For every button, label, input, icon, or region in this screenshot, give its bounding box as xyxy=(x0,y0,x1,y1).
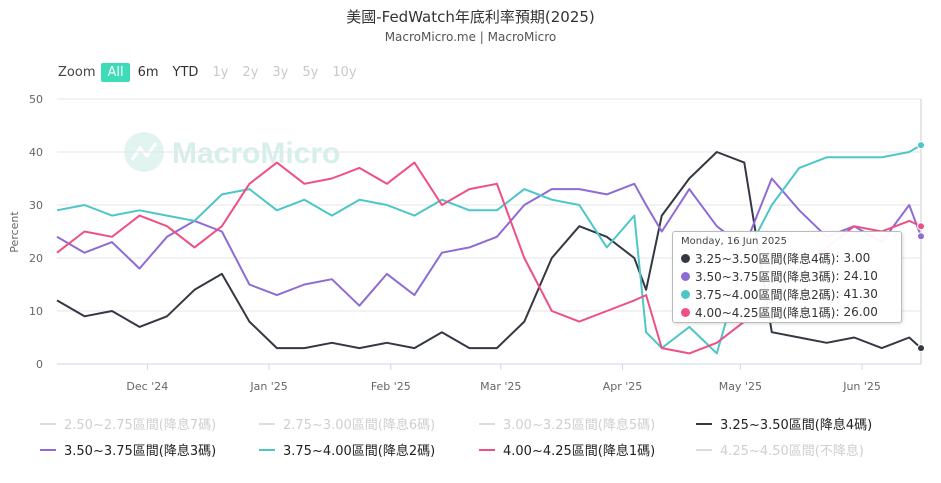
series-dot-icon xyxy=(681,271,690,281)
y-tick-label: 20 xyxy=(29,252,43,265)
legend-label: 2.50~2.75區間(降息7碼) xyxy=(64,418,217,433)
zoom-button-5y[interactable]: 5y xyxy=(302,64,319,80)
tooltip-separator: : xyxy=(835,269,840,283)
legend-label: 4.00~4.25區間(降息1碼) xyxy=(503,444,656,459)
series-line[interactable] xyxy=(56,151,922,350)
legend-line-icon xyxy=(696,422,712,425)
tooltip-date: Monday, 16 Jun 2025 xyxy=(681,236,787,247)
watermark-text: MacroMicro xyxy=(172,137,340,170)
legend-item[interactable]: 4.25~4.50區間(不降息) xyxy=(696,440,864,459)
legend-line-icon xyxy=(696,448,712,451)
zoom-button-6m[interactable]: 6m xyxy=(137,64,159,80)
legend-line-icon xyxy=(40,448,56,451)
tooltip-separator: : xyxy=(835,251,840,265)
tooltip-series-label: 3.75~4.00區間(降息2碼) xyxy=(695,287,836,302)
tooltip-row: 4.00~4.25區間(降息1碼):26.00 xyxy=(681,303,893,321)
y-axis-label: Percent xyxy=(8,211,21,253)
legend-label: 2.75~3.00區間(降息6碼) xyxy=(283,418,436,433)
tooltip-series-label: 3.50~3.75區間(降息3碼) xyxy=(695,269,836,284)
x-tick-label: Jan '25 xyxy=(249,380,287,393)
zoom-button-ytd[interactable]: YTD xyxy=(172,64,199,80)
legend-label: 3.75~4.00區間(降息2碼) xyxy=(283,444,436,459)
legend-item[interactable]: 2.75~3.00區間(降息6碼) xyxy=(259,414,435,433)
series-dot-icon xyxy=(681,253,690,263)
y-tick-label: 40 xyxy=(29,146,43,159)
tooltip-series-value: 41.30 xyxy=(843,287,878,301)
legend-line-icon xyxy=(479,448,495,451)
line-chart: MacroMicro Dec '24 Jan '25 Feb '25 Mar '25 A… xyxy=(8,93,925,393)
legend-label: 3.50~3.75區間(降息3碼) xyxy=(64,444,217,459)
series-dot-icon xyxy=(681,289,690,299)
legend-item[interactable]: 3.75~4.00區間(降息2碼) xyxy=(259,440,435,459)
series-dot-icon xyxy=(681,307,690,317)
tooltip-row: 3.25~3.50區間(降息4碼):3.00 xyxy=(681,249,893,267)
tooltip: Monday, 16 Jun 2025 3.25~3.50區間(降息4碼):3.… xyxy=(672,231,902,323)
zoom-button-10y[interactable]: 10y xyxy=(332,64,357,80)
x-tick-label: Mar '25 xyxy=(480,380,521,393)
legend-item[interactable]: 2.50~2.75區間(降息7碼) xyxy=(40,414,216,433)
zoom-label: Zoom xyxy=(58,64,96,80)
x-tick-label: Feb '25 xyxy=(371,380,411,393)
zoom-button-3y[interactable]: 3y xyxy=(272,64,289,80)
x-tick-label: May '25 xyxy=(719,380,762,393)
legend-line-icon xyxy=(40,422,56,425)
x-tick-label: Apr '25 xyxy=(603,380,643,393)
y-tick-label: 0 xyxy=(36,358,43,371)
zoom-button-all[interactable]: All xyxy=(101,62,130,82)
y-tick-label: 10 xyxy=(29,305,43,318)
y-tick-label: 50 xyxy=(29,93,43,106)
tooltip-row: 3.75~4.00區間(降息2碼):41.30 xyxy=(681,285,893,303)
series-line[interactable] xyxy=(56,144,922,355)
legend-item[interactable]: 4.00~4.25區間(降息1碼) xyxy=(479,440,655,459)
legend-line-icon xyxy=(479,422,495,425)
x-tick-label: Dec '24 xyxy=(126,380,168,393)
zoom-button-2y[interactable]: 2y xyxy=(242,64,259,80)
legend-label: 3.00~3.25區間(降息5碼) xyxy=(503,418,656,433)
legend-label: 4.25~4.50區間(不降息) xyxy=(720,444,864,459)
tooltip-series-label: 3.25~3.50區間(降息4碼) xyxy=(695,251,836,266)
hover-marker xyxy=(917,232,925,241)
legend-line-icon xyxy=(259,422,275,425)
legend-item[interactable]: 3.50~3.75區間(降息3碼) xyxy=(40,440,216,459)
legend-label: 3.25~3.50區間(降息4碼) xyxy=(720,418,873,433)
tooltip-series-value: 26.00 xyxy=(843,305,878,319)
tooltip-separator: : xyxy=(835,305,840,319)
tooltip-row: 3.50~3.75區間(降息3碼):24.10 xyxy=(681,267,893,285)
hover-marker xyxy=(917,222,925,231)
hover-marker xyxy=(917,344,925,353)
zoom-selector: Zoom All 6m YTD 1y 2y 3y 5y 10y xyxy=(58,62,365,82)
y-tick-label: 30 xyxy=(29,199,43,212)
hover-marker xyxy=(917,141,925,150)
chart-title: 美國-FedWatch年底利率預期(2025) xyxy=(346,8,595,26)
chart-subtitle: MacroMicro.me | MacroMicro xyxy=(384,30,557,44)
tooltip-series-label: 4.00~4.25區間(降息1碼) xyxy=(695,305,836,320)
legend-item[interactable]: 3.25~3.50區間(降息4碼) xyxy=(696,414,872,433)
legend-item[interactable]: 3.00~3.25區間(降息5碼) xyxy=(479,414,655,433)
tooltip-separator: : xyxy=(835,287,840,301)
legend-line-icon xyxy=(259,448,275,451)
zoom-button-1y[interactable]: 1y xyxy=(212,64,229,80)
tooltip-series-value: 3.00 xyxy=(843,251,871,265)
x-tick-label: Jun '25 xyxy=(842,380,881,393)
tooltip-series-value: 24.10 xyxy=(843,269,878,283)
